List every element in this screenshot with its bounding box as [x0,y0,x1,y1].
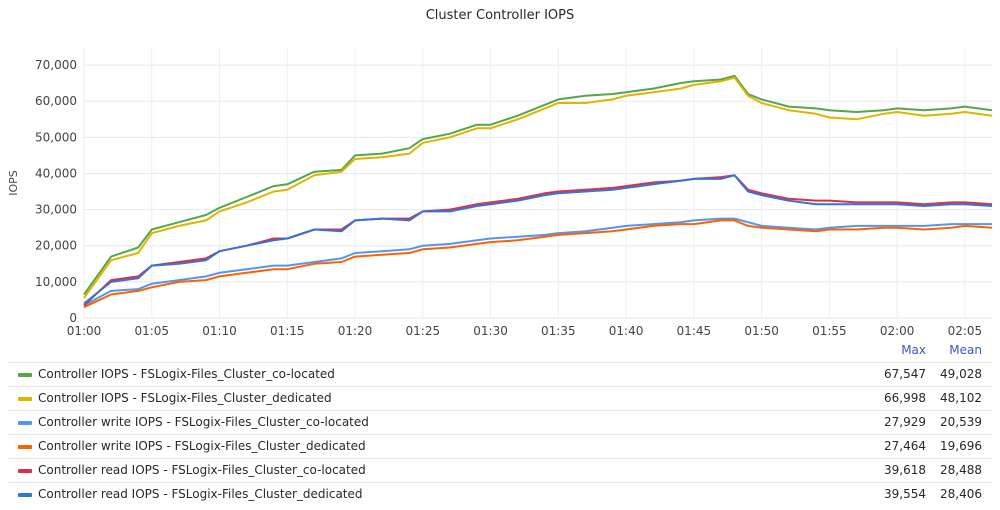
y-tick-label: 10,000 [35,275,77,289]
legend-max-value: 27,464 [884,439,926,453]
legend-item[interactable]: Controller IOPS - FSLogix-Files_Cluster_… [8,386,992,410]
legend-max-value: 27,929 [884,415,926,429]
legend-mean-value: 19,696 [940,439,982,453]
legend-series-name: Controller write IOPS - FSLogix-Files_Cl… [38,439,366,453]
chart-grid [83,47,992,319]
x-tick-label: 01:30 [473,324,508,338]
x-tick-label: 01:15 [270,324,305,338]
legend-item[interactable]: Controller write IOPS - FSLogix-Files_Cl… [8,434,992,458]
chart-title: Cluster Controller IOPS [425,8,575,23]
legend-swatch [18,493,32,497]
line-chart: 0 10,000 20,000 30,000 40,000 50,000 60,000 70,… [7,47,993,338]
legend-series-name: Controller read IOPS - FSLogix-Files_Clu… [38,463,366,477]
series-lines [83,74,993,309]
legend-max-header[interactable]: Max [901,343,926,357]
x-tick-label: 02:05 [948,324,983,338]
legend-header: Max Mean [8,340,992,362]
series-line-5[interactable] [83,174,993,305]
legend-series-name: Controller read IOPS - FSLogix-Files_Clu… [38,487,363,501]
x-tick-label: 01:50 [744,324,779,338]
x-tick-label: 01:00 [67,324,102,338]
y-tick-label: 20,000 [35,239,77,253]
legend-mean-value: 28,406 [940,487,982,501]
x-axis-ticks: 01:00 01:05 01:10 01:15 01:20 01:25 01:30 01:35… [67,324,982,338]
legend-max-value: 39,618 [884,463,926,477]
series-line-1[interactable] [83,76,993,299]
legend-series-name: Controller IOPS - FSLogix-Files_Cluster_… [38,391,332,405]
legend-mean-value: 28,488 [940,463,982,477]
legend-mean-value: 48,102 [940,391,982,405]
series-line-0[interactable] [83,74,993,296]
x-tick-label: 02:00 [880,324,915,338]
legend-swatch [18,397,32,401]
y-tick-label: 30,000 [35,203,77,217]
legend-max-value: 39,554 [884,487,926,501]
legend-mean-value: 49,028 [940,367,982,381]
legend-mean-value: 20,539 [940,415,982,429]
legend: Max Mean Controller IOPS - FSLogix-Files… [8,340,992,506]
legend-swatch [18,421,32,425]
y-tick-label: 40,000 [35,166,77,180]
y-tick-label: 0 [69,311,77,325]
legend-item[interactable]: Controller read IOPS - FSLogix-Files_Clu… [8,458,992,482]
legend-swatch [18,373,32,377]
series-line-2[interactable] [83,217,992,307]
x-tick-label: 01:40 [609,324,644,338]
x-tick-label: 01:35 [541,324,576,338]
legend-max-value: 66,998 [884,391,926,405]
legend-item[interactable]: Controller IOPS - FSLogix-Files_Cluster_… [8,362,992,386]
x-tick-label: 01:55 [812,324,847,338]
legend-swatch [18,469,32,473]
series-line-4[interactable] [83,174,993,307]
x-tick-label: 01:10 [202,324,237,338]
series-line-3[interactable] [83,219,993,309]
legend-series-name: Controller IOPS - FSLogix-Files_Cluster_… [38,367,335,381]
y-tick-label: 60,000 [35,94,77,108]
x-tick-label: 01:45 [677,324,712,338]
legend-item[interactable]: Controller read IOPS - FSLogix-Files_Clu… [8,482,992,506]
legend-item[interactable]: Controller write IOPS - FSLogix-Files_Cl… [8,410,992,434]
x-tick-label: 01:05 [134,324,169,338]
y-axis-ticks: 0 10,000 20,000 30,000 40,000 50,000 60,000 70,… [35,58,77,325]
x-tick-label: 01:25 [406,324,441,338]
y-axis-label: IOPS [7,170,20,196]
legend-series-name: Controller write IOPS - FSLogix-Files_Cl… [38,415,369,429]
legend-mean-header[interactable]: Mean [949,343,982,357]
y-tick-label: 70,000 [35,58,77,72]
x-tick-label: 01:20 [338,324,373,338]
legend-max-value: 67,547 [884,367,926,381]
y-tick-label: 50,000 [35,130,77,144]
legend-swatch [18,445,32,449]
